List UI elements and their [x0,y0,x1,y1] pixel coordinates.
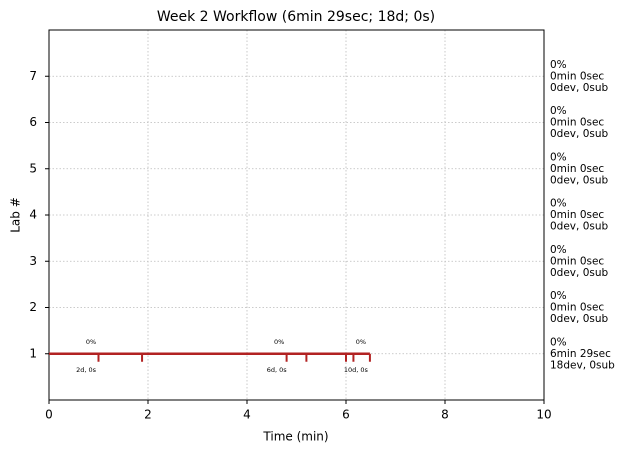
lane-label: 0dev, 0sub [550,221,609,233]
lane-label: 0min 0sec [550,302,604,314]
lane-label: 0% [550,105,567,117]
y-tick-label: 7 [29,69,37,83]
annotation: 0% [86,338,96,346]
y-tick-label: 5 [29,161,37,175]
x-tick-label: 8 [441,408,449,422]
x-tick-label: 6 [342,408,350,422]
lane-label: 0% [550,59,567,71]
x-axis-label: Time (min) [262,430,328,444]
annotation: 0% [356,338,366,346]
lane-label: 0dev, 0sub [550,128,609,140]
y-axis-label: Lab # [9,197,23,233]
lane-label: 0% [550,244,567,256]
lane-label: 0dev, 0sub [550,82,609,94]
lane-label: 18dev, 0sub [550,359,615,371]
lane-label: 0dev, 0sub [550,174,609,186]
lane-label: 0% [550,290,567,302]
lane-label: 6min 29sec [550,348,611,360]
lane-label: 0min 0sec [550,70,604,82]
plot-frame [48,29,545,401]
y-tick-label: 4 [29,208,37,222]
lane-label: 0min 0sec [550,163,604,175]
annotation: 10d, 0s [344,366,369,374]
lane-label: 0dev, 0sub [550,313,609,325]
lane-label: 0dev, 0sub [550,267,609,279]
lane-label: 0% [550,198,567,210]
lane-label: 0min 0sec [550,117,604,129]
annotation: 2d, 0s [76,366,97,374]
lane-label: 0% [550,336,567,348]
x-tick-label: 10 [536,408,551,422]
annotation: 6d, 0s [267,366,288,374]
x-tick-label: 2 [144,408,152,422]
lane-label: 0min 0sec [550,255,604,267]
y-tick-label: 2 [29,300,37,314]
chart-title: Week 2 Workflow (6min 29sec; 18d; 0s) [157,9,435,25]
annotation: 0% [274,338,284,346]
lane-label: 0% [550,151,567,163]
x-tick-label: 0 [45,408,53,422]
y-tick-label: 3 [29,254,37,268]
y-tick-label: 6 [29,115,37,129]
x-tick-label: 4 [243,408,251,422]
lane-label: 0min 0sec [550,209,604,221]
y-tick-label: 1 [29,346,37,360]
